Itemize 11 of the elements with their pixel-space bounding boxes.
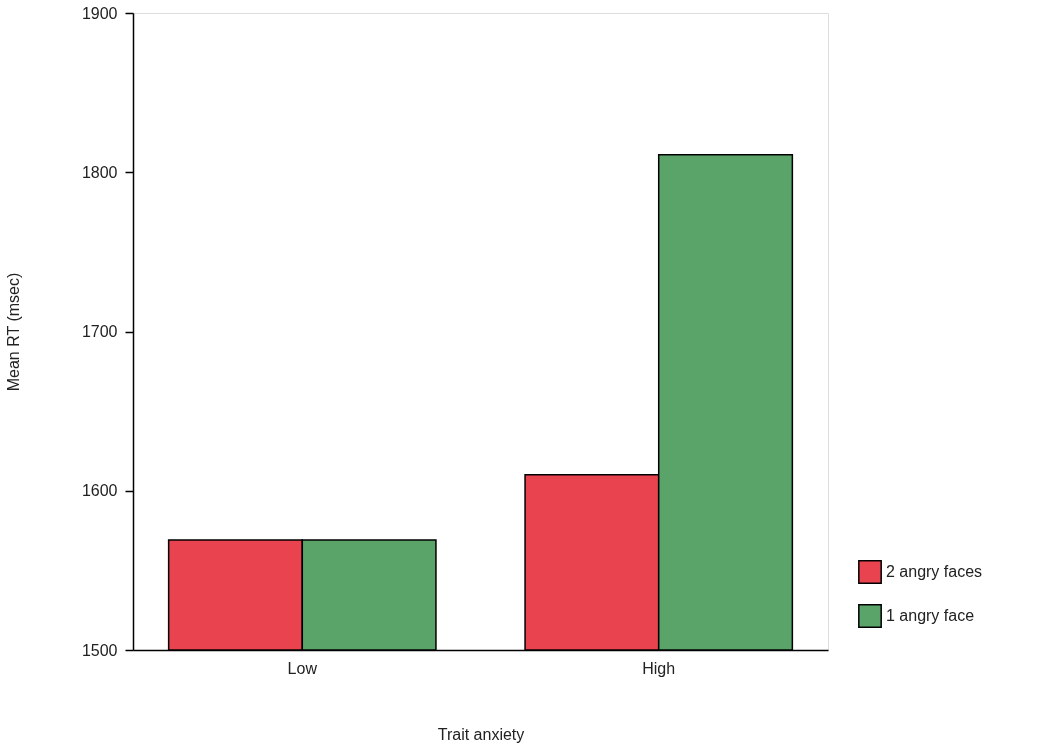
legend-label: 1 angry face xyxy=(886,607,975,624)
y-tick-label: 1800 xyxy=(81,163,118,181)
y-axis-title: Mean RT (msec) xyxy=(4,272,22,392)
y-tick-label: 1500 xyxy=(81,641,118,659)
y-tick-label: 1900 xyxy=(81,4,118,22)
x-tick-label: High xyxy=(642,659,676,677)
x-tick-label: Low xyxy=(287,659,318,677)
y-tick-label: 1600 xyxy=(81,482,118,500)
x-axis-title: Trait anxiety xyxy=(437,725,525,743)
legend-label: 2 angry faces xyxy=(886,563,983,580)
y-tick-label: 1700 xyxy=(81,323,118,340)
